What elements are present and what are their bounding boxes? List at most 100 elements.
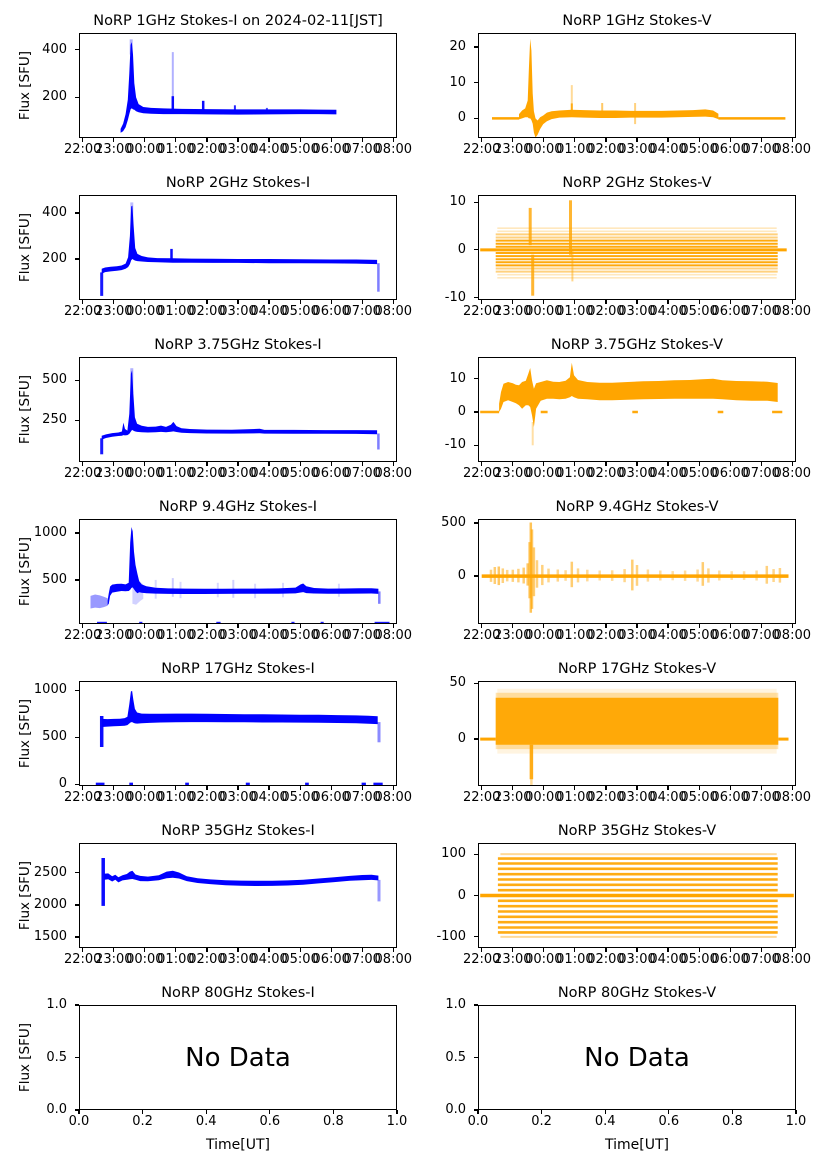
x-tick-label: 03:00 (618, 952, 656, 967)
y-tick-mark (75, 736, 79, 738)
x-tick-label: 02:00 (188, 952, 226, 967)
x-tick-mark (543, 948, 545, 952)
x-tick-mark (392, 624, 394, 628)
x-tick-mark (175, 138, 177, 142)
y-tick-label: 1000 (33, 525, 67, 541)
x-tick-label: 06:00 (312, 952, 350, 967)
x-tick-label: 07:00 (742, 952, 780, 967)
x-tick-mark (791, 786, 793, 790)
y-tick-mark (75, 532, 79, 534)
panel-title: NoRP 9.4GHz Stokes-I (158, 499, 318, 515)
y-tick-label: 200 (42, 89, 67, 105)
x-tick-mark (541, 1110, 543, 1114)
x-tick-mark (543, 462, 545, 466)
x-tick-label: 05:00 (680, 466, 718, 481)
x-tick-mark (636, 300, 638, 304)
x-tick-label: 00:00 (525, 790, 563, 805)
y-tick-label: 1500 (33, 929, 67, 945)
x-tick-mark (82, 624, 84, 628)
panel-title: NoRP 80GHz Stokes-V (557, 985, 717, 1001)
y-tick-label: 100 (441, 846, 466, 862)
x-tick-label: 01:00 (157, 952, 195, 967)
y-tick-mark (75, 904, 79, 906)
x-tick-label: 06:00 (711, 142, 749, 157)
x-tick-mark (760, 948, 762, 952)
y-tick-mark (474, 738, 478, 740)
x-tick-label: 22:00 (462, 466, 501, 481)
x-tick-mark (605, 786, 607, 790)
x-tick-mark (574, 462, 576, 466)
x-tick-mark (299, 948, 301, 952)
y-tick-mark (474, 117, 478, 119)
y-tick-mark (474, 46, 478, 48)
x-tick-mark (760, 462, 762, 466)
x-tick-label: 02:00 (587, 142, 625, 157)
x-tick-mark (206, 624, 208, 628)
x-tick-mark (392, 300, 394, 304)
x-tick-label: 08:00 (374, 790, 412, 805)
x-tick-mark (481, 138, 483, 142)
y-tick-label: 2000 (33, 896, 67, 912)
x-tick-mark (481, 948, 483, 952)
x-tick-label: 23:00 (494, 952, 532, 967)
x-tick-label: 01:00 (157, 628, 195, 643)
x-tick-mark (574, 948, 576, 952)
x-tick-label: 04:00 (250, 304, 288, 319)
x-tick-label: 00:00 (126, 628, 164, 643)
x-tick-mark (729, 462, 731, 466)
x-tick-mark (481, 462, 483, 466)
axes-box (79, 519, 397, 624)
x-tick-mark (760, 300, 762, 304)
panel-title: NoRP 17GHz Stokes-I (161, 661, 315, 677)
x-tick-mark (205, 1110, 207, 1114)
x-tick-mark (512, 138, 514, 142)
axes-box (79, 1005, 397, 1110)
y-tick-mark (474, 411, 478, 413)
y-tick-mark (474, 378, 478, 380)
axes-box (478, 681, 796, 786)
x-tick-mark (392, 138, 394, 142)
x-tick-label: 02:00 (587, 304, 625, 319)
x-tick-label: 03:00 (219, 790, 257, 805)
y-tick-mark (474, 444, 478, 446)
x-tick-mark (667, 138, 669, 142)
x-tick-mark (237, 624, 239, 628)
x-tick-label: 06:00 (312, 304, 350, 319)
y-tick-label: 500 (42, 571, 67, 587)
x-tick-mark (144, 624, 146, 628)
x-tick-label: 03:00 (618, 304, 656, 319)
x-tick-mark (268, 624, 270, 628)
x-tick-mark (574, 624, 576, 628)
x-tick-label: 0.6 (259, 1114, 281, 1129)
x-tick-mark (268, 138, 270, 142)
x-tick-mark (361, 462, 363, 466)
panel-title: NoRP 2GHz Stokes-I (165, 175, 311, 191)
y-tick-label: 0.0 (46, 1102, 67, 1117)
x-tick-label: 04:00 (649, 466, 687, 481)
x-tick-mark (144, 138, 146, 142)
y-tick-mark (474, 1056, 478, 1059)
x-tick-mark (636, 624, 638, 628)
x-tick-mark (512, 624, 514, 628)
x-tick-mark (113, 300, 115, 304)
x-tick-label: 02:00 (188, 142, 226, 157)
x-tick-mark (361, 786, 363, 790)
x-tick-label: 1.0 (785, 1114, 807, 1129)
x-tick-mark (668, 1110, 670, 1114)
x-tick-label: 02:00 (587, 952, 625, 967)
x-tick-mark (795, 1110, 797, 1114)
x-tick-label: 08:00 (773, 952, 811, 967)
x-tick-label: 06:00 (711, 466, 749, 481)
y-tick-label: -100 (436, 928, 466, 944)
x-tick-label: 07:00 (343, 790, 381, 805)
y-tick-mark (474, 522, 478, 524)
x-tick-label: 04:00 (250, 142, 288, 157)
x-tick-label: 07:00 (742, 304, 780, 319)
x-tick-mark (330, 786, 332, 790)
x-tick-label: 05:00 (680, 304, 718, 319)
x-tick-mark (636, 786, 638, 790)
x-tick-mark (791, 624, 793, 628)
y-tick-label: 1.0 (46, 997, 67, 1012)
axes-box (79, 33, 397, 138)
x-tick-mark (396, 1110, 398, 1114)
